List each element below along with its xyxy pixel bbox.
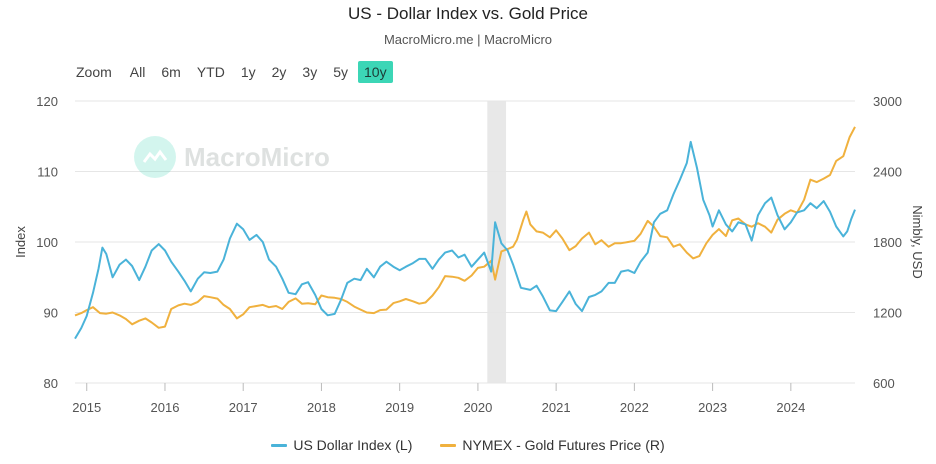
y-right-tick-label: 2400	[873, 165, 902, 180]
legend-swatch-gold	[440, 443, 457, 447]
range-button-10y[interactable]: 10y	[358, 61, 393, 83]
x-tick-label: 2023	[698, 400, 727, 415]
range-button-3y[interactable]: 3y	[302, 64, 318, 80]
x-tick-label: 2017	[229, 400, 258, 415]
legend-item-gold[interactable]: NYMEX - Gold Futures Price (R)	[440, 437, 665, 453]
legend-swatch-dollar	[271, 443, 288, 447]
x-tick-label: 2021	[542, 400, 571, 415]
y-right-tick-label: 600	[873, 376, 895, 391]
series-line-gold-price	[74, 126, 856, 329]
y-left-tick-label: 100	[36, 235, 58, 250]
series-line-dollar-index	[74, 140, 856, 340]
y-left-tick-label: 90	[44, 306, 58, 321]
y-right-tick-label: 1800	[873, 235, 902, 250]
y-left-tick-label: 110	[37, 165, 58, 180]
range-selector: Zoom All 6m YTD 1y 2y 3y 5y 10y	[70, 61, 397, 83]
x-tick-label: 2019	[385, 400, 414, 415]
chart-title: US - Dollar Index vs. Gold Price	[348, 4, 588, 23]
x-tick-label: 2024	[776, 400, 805, 415]
range-button-2y[interactable]: 2y	[271, 64, 287, 80]
legend-label-gold: NYMEX - Gold Futures Price (R)	[462, 437, 665, 453]
chart-legend: US Dollar Index (L) NYMEX - Gold Futures…	[0, 437, 936, 453]
macromicro-watermark: MacroMicro	[134, 136, 330, 178]
y-right-tick-label: 1200	[873, 306, 902, 321]
x-tick-label: 2022	[620, 400, 649, 415]
range-button-all[interactable]: All	[129, 64, 146, 80]
zoom-label: Zoom	[76, 64, 112, 80]
x-tick-label: 2018	[307, 400, 336, 415]
y-right-axis-title: Nimbly, USD	[910, 205, 925, 278]
y-left-tick-label: 120	[36, 94, 58, 109]
watermark-text: MacroMicro	[184, 141, 330, 172]
y-right-tick-label: 3000	[873, 94, 902, 109]
chart-subtitle: MacroMicro.me | MacroMicro	[383, 32, 553, 47]
legend-item-dollar[interactable]: US Dollar Index (L)	[271, 437, 412, 453]
x-tick-label: 2016	[151, 400, 180, 415]
y-left-tick-label: 80	[44, 376, 58, 391]
range-button-6m[interactable]: 6m	[161, 64, 181, 80]
x-tick-label: 2015	[72, 400, 101, 415]
y-left-axis-title: Index	[13, 226, 28, 258]
range-button-1y[interactable]: 1y	[240, 64, 256, 80]
x-tick-label: 2020	[463, 400, 492, 415]
legend-label-dollar: US Dollar Index (L)	[293, 437, 413, 453]
macromicro-logo-icon	[134, 136, 176, 178]
range-button-ytd[interactable]: YTD	[196, 64, 225, 80]
range-button-5y[interactable]: 5y	[333, 64, 348, 80]
